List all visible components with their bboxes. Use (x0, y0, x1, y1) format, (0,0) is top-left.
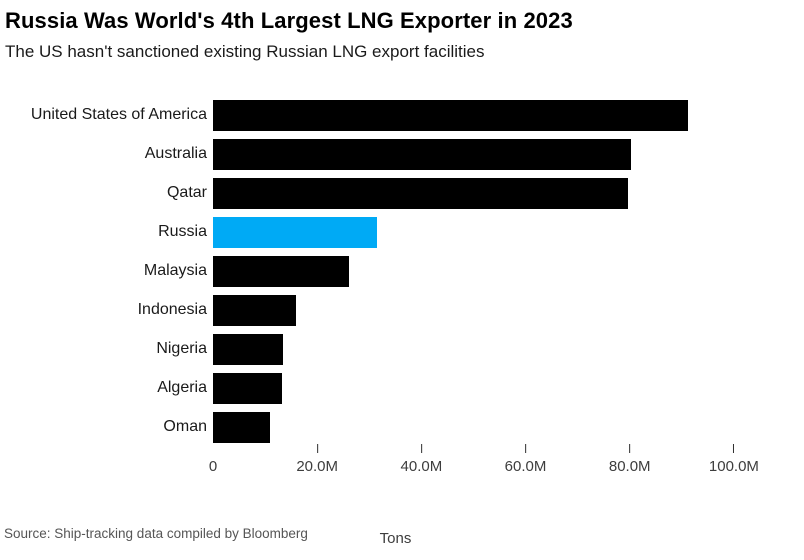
chart-title: Russia Was World's 4th Largest LNG Expor… (5, 8, 573, 33)
x-axis-tick: 40.0M (400, 443, 443, 475)
bar-chart: United States of America Australia Qatar Ru… (5, 99, 786, 547)
bar-track (213, 99, 786, 131)
bar-australia (213, 138, 631, 170)
category-label: Algeria (157, 379, 207, 397)
bar-track (213, 372, 786, 404)
bar-track (213, 255, 786, 287)
bar-track (213, 411, 786, 443)
x-axis-tick: 60.0M (504, 443, 547, 475)
tick-mark (420, 443, 422, 453)
bar-russia (213, 216, 377, 248)
x-axis-tick: 80.0M (609, 443, 651, 475)
x-axis: 0 20.0M 40.0M 60.0M 80.0M 100.0M (209, 443, 786, 483)
source-attribution: Source: Ship-tracking data compiled by B… (4, 526, 308, 541)
bar-track (213, 177, 786, 209)
tick-label: 20.0M (296, 457, 339, 475)
bar-rows: United States of America Australia Qatar Ru… (5, 99, 786, 443)
bar-row: Malaysia (5, 255, 786, 287)
category-label: Russia (158, 223, 207, 241)
bar-row: United States of America (5, 99, 786, 131)
bar-indonesia (213, 294, 297, 326)
tick-mark (733, 443, 735, 453)
tick-label: 0 (208, 457, 218, 475)
tick-mark (316, 443, 318, 453)
bar-algeria (213, 372, 283, 404)
tick-mark (629, 443, 631, 453)
chart-subtitle: The US hasn't sanctioned existing Russia… (5, 42, 485, 62)
bar-row: Nigeria (5, 333, 786, 365)
bar-row: Oman (5, 411, 786, 443)
category-label: Oman (163, 418, 207, 436)
tick-mark (525, 443, 527, 453)
bar-row: Indonesia (5, 294, 786, 326)
bar-nigeria (213, 333, 283, 365)
bar-track (213, 294, 786, 326)
bar-row: Australia (5, 138, 786, 170)
category-label: United States of America (30, 106, 207, 124)
category-label: Malaysia (143, 262, 207, 280)
tick-label: 40.0M (400, 457, 443, 475)
bar-row: Russia (5, 216, 786, 248)
tick-label: 80.0M (608, 457, 651, 475)
bar-track (213, 138, 786, 170)
x-axis-tick: 20.0M (296, 443, 338, 475)
bar-oman (213, 411, 271, 443)
category-label: Australia (144, 145, 207, 163)
category-label: Indonesia (137, 301, 207, 319)
x-axis-tick: 100.0M (709, 443, 759, 475)
bar-qatar (213, 177, 628, 209)
x-axis-title: Tons (379, 529, 412, 547)
category-label: Qatar (166, 184, 207, 202)
bar-united-states-of-america (213, 99, 689, 131)
bar-row: Algeria (5, 372, 786, 404)
x-axis-tick: 0 (209, 443, 217, 475)
bar-malaysia (213, 255, 350, 287)
tick-label: 100.0M (708, 457, 759, 475)
category-label: Nigeria (156, 340, 207, 358)
bar-track (213, 333, 786, 365)
bar-track (213, 216, 786, 248)
bar-row: Qatar (5, 177, 786, 209)
tick-label: 60.0M (504, 457, 547, 475)
